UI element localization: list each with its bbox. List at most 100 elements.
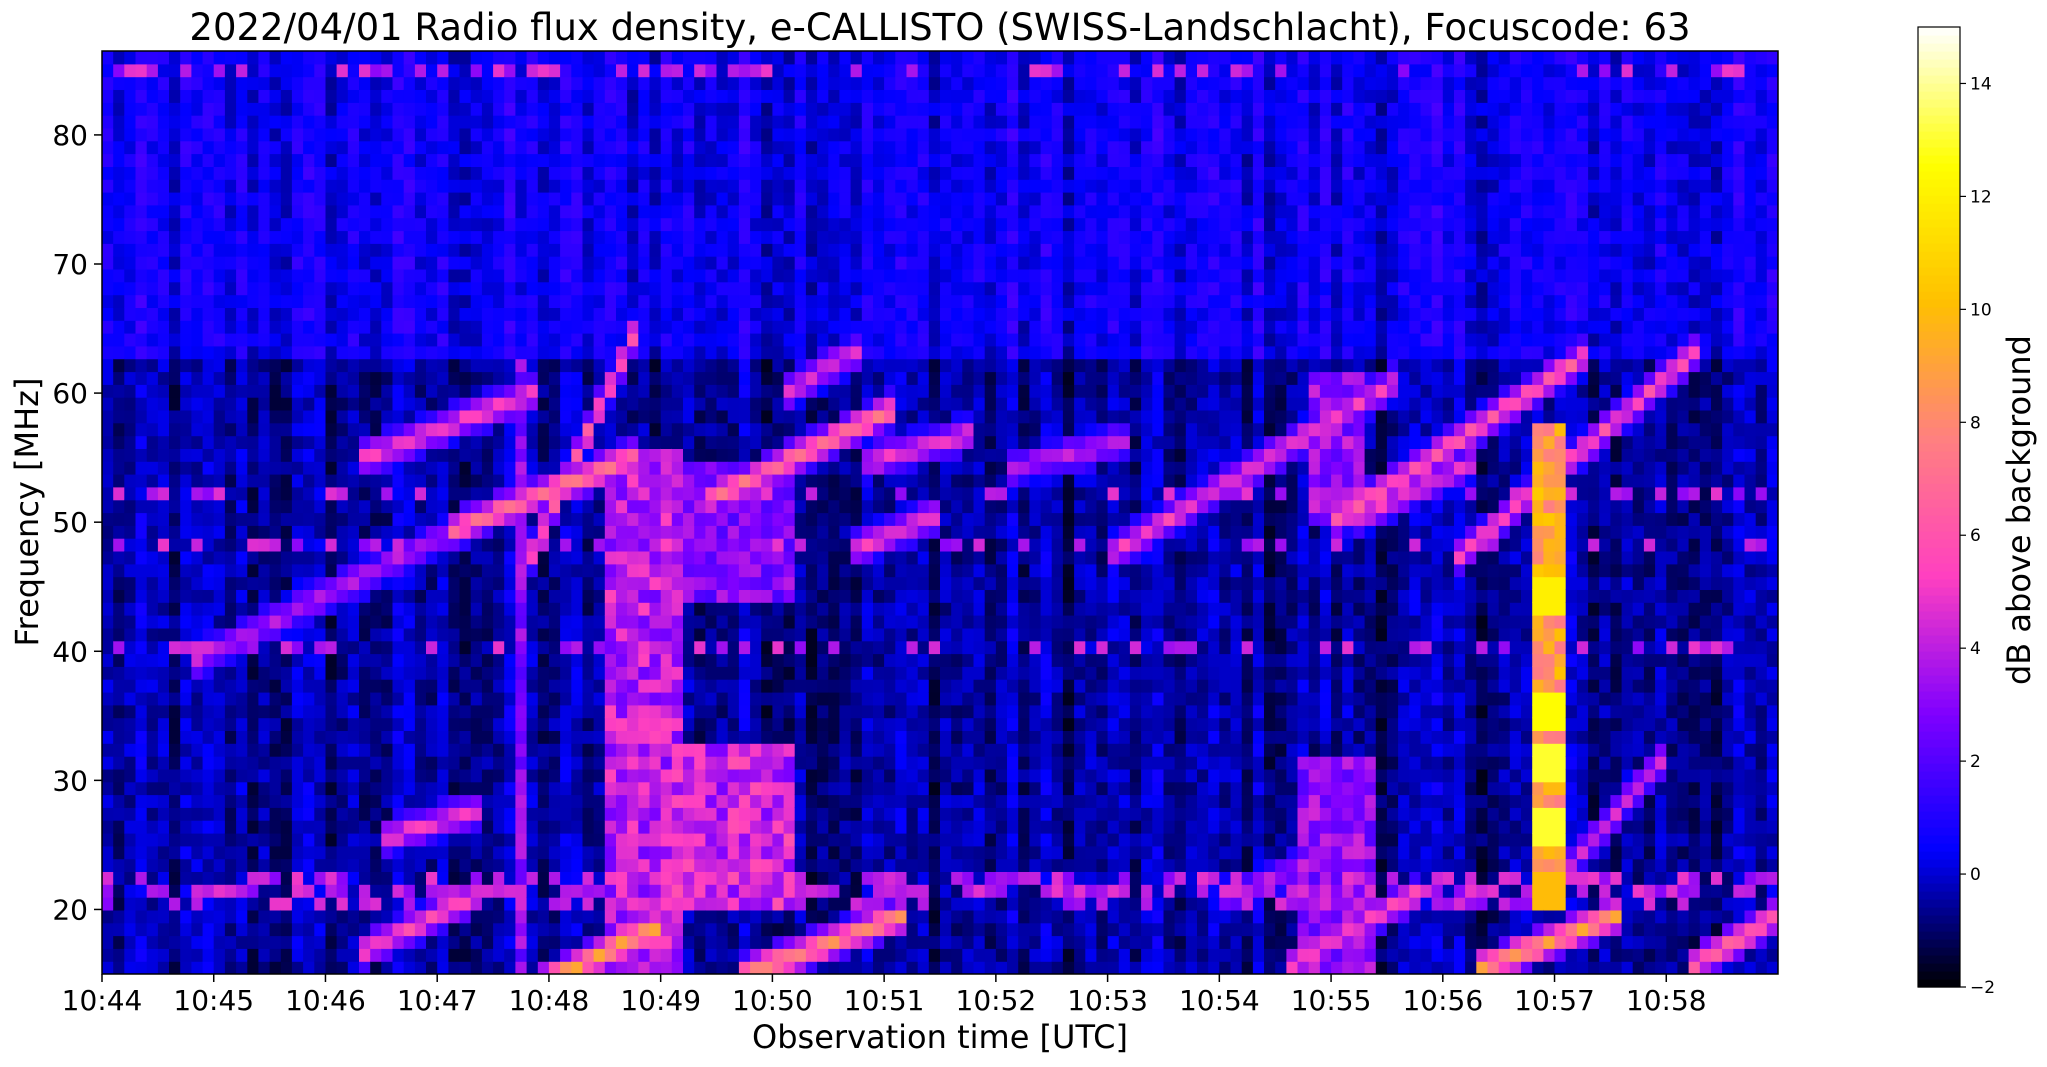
heatmap-cell xyxy=(336,115,349,129)
heatmap-cell xyxy=(817,768,829,783)
heatmap-cell xyxy=(224,474,237,488)
heatmap-cell xyxy=(649,768,662,783)
heatmap-cell xyxy=(336,589,349,603)
heatmap-cell xyxy=(169,640,181,655)
heatmap-cell xyxy=(224,384,237,398)
heatmap-cell xyxy=(102,51,114,65)
heatmap-cell xyxy=(124,179,137,193)
heatmap-cell xyxy=(146,602,159,616)
heatmap-cell xyxy=(526,794,539,808)
heatmap-cell xyxy=(873,627,885,642)
heatmap-cell xyxy=(582,640,595,655)
heatmap-cell xyxy=(359,884,371,898)
heatmap-cell xyxy=(359,640,371,655)
heatmap-cell xyxy=(861,884,874,898)
heatmap-cell xyxy=(325,256,338,270)
heatmap-cell xyxy=(727,192,740,206)
heatmap-cell xyxy=(169,345,181,360)
heatmap-cell xyxy=(627,602,639,616)
heatmap-cell xyxy=(616,743,628,757)
heatmap-cell xyxy=(861,102,874,116)
heatmap-cell xyxy=(750,576,762,590)
heatmap-cell xyxy=(839,486,852,501)
heatmap-cell xyxy=(694,474,706,488)
heatmap-cell xyxy=(638,243,651,257)
heatmap-cell xyxy=(604,358,617,373)
heatmap-cell xyxy=(470,358,483,373)
heatmap-cell xyxy=(157,499,170,514)
heatmap-cell xyxy=(817,384,829,398)
heatmap-cell xyxy=(291,307,304,321)
heatmap-cell xyxy=(649,717,662,731)
heatmap-cell xyxy=(236,512,248,526)
heatmap-cell xyxy=(548,448,561,462)
heatmap-cell xyxy=(761,448,773,462)
heatmap-cell xyxy=(202,358,215,373)
heatmap-cell xyxy=(426,935,438,949)
heatmap-cell xyxy=(336,268,349,283)
heatmap-cell xyxy=(426,268,438,283)
heatmap-cell xyxy=(135,525,148,539)
heatmap-cell xyxy=(459,551,472,565)
heatmap-cell xyxy=(146,794,159,808)
heatmap-cell xyxy=(314,897,327,911)
heatmap-cell xyxy=(616,115,628,129)
heatmap-cell xyxy=(738,858,751,872)
heatmap-cell xyxy=(258,897,271,911)
heatmap-cell xyxy=(783,512,796,526)
heatmap-cell xyxy=(593,422,606,437)
heatmap-cell xyxy=(850,563,863,578)
heatmap-cell xyxy=(191,166,204,180)
heatmap-cell xyxy=(738,435,751,449)
heatmap-cell xyxy=(727,294,740,308)
heatmap-cell xyxy=(258,409,271,424)
heatmap-cell xyxy=(303,563,315,578)
heatmap-cell xyxy=(817,281,829,296)
heatmap-cell xyxy=(817,89,829,103)
heatmap-cell xyxy=(593,384,606,398)
heatmap-cell xyxy=(314,743,327,757)
heatmap-cell xyxy=(157,217,170,232)
heatmap-cell xyxy=(526,909,539,924)
heatmap-cell xyxy=(247,294,260,308)
heatmap-cell xyxy=(515,76,528,90)
heatmap-cell xyxy=(437,897,449,911)
heatmap-cell xyxy=(102,512,114,526)
heatmap-cell xyxy=(638,217,651,232)
heatmap-cell xyxy=(146,576,159,590)
heatmap-cell xyxy=(660,179,673,193)
heatmap-cell xyxy=(314,576,327,590)
heatmap-cell xyxy=(258,230,271,244)
heatmap-cell xyxy=(202,448,215,462)
heatmap-cell xyxy=(236,204,248,219)
heatmap-cell xyxy=(191,486,204,501)
heatmap-cell xyxy=(493,371,505,385)
heatmap-cell xyxy=(828,422,841,437)
heatmap-cell xyxy=(146,397,159,411)
heatmap-cell xyxy=(392,576,405,590)
heatmap-cell xyxy=(303,499,315,514)
heatmap-cell xyxy=(839,422,852,437)
heatmap-cell xyxy=(537,461,550,475)
heatmap-cell xyxy=(649,307,662,321)
heatmap-cell xyxy=(347,781,360,796)
heatmap-cell xyxy=(817,76,829,90)
heatmap-cell xyxy=(794,717,807,731)
heatmap-cell xyxy=(459,858,472,872)
heatmap-cell xyxy=(493,102,505,116)
heatmap-cell xyxy=(180,474,192,488)
heatmap-cell xyxy=(269,153,282,167)
heatmap-cell xyxy=(649,281,662,296)
heatmap-cell xyxy=(817,51,829,65)
heatmap-cell xyxy=(649,166,662,180)
heatmap-cell xyxy=(113,551,125,565)
heatmap-cell xyxy=(180,448,192,462)
heatmap-cell xyxy=(303,140,315,155)
heatmap-cell xyxy=(716,909,729,924)
heatmap-cell xyxy=(213,204,226,219)
heatmap-cell xyxy=(224,794,237,808)
heatmap-cell xyxy=(627,935,639,949)
heatmap-cell xyxy=(102,743,114,757)
heatmap-cell xyxy=(805,576,818,590)
heatmap-cell xyxy=(526,538,539,552)
